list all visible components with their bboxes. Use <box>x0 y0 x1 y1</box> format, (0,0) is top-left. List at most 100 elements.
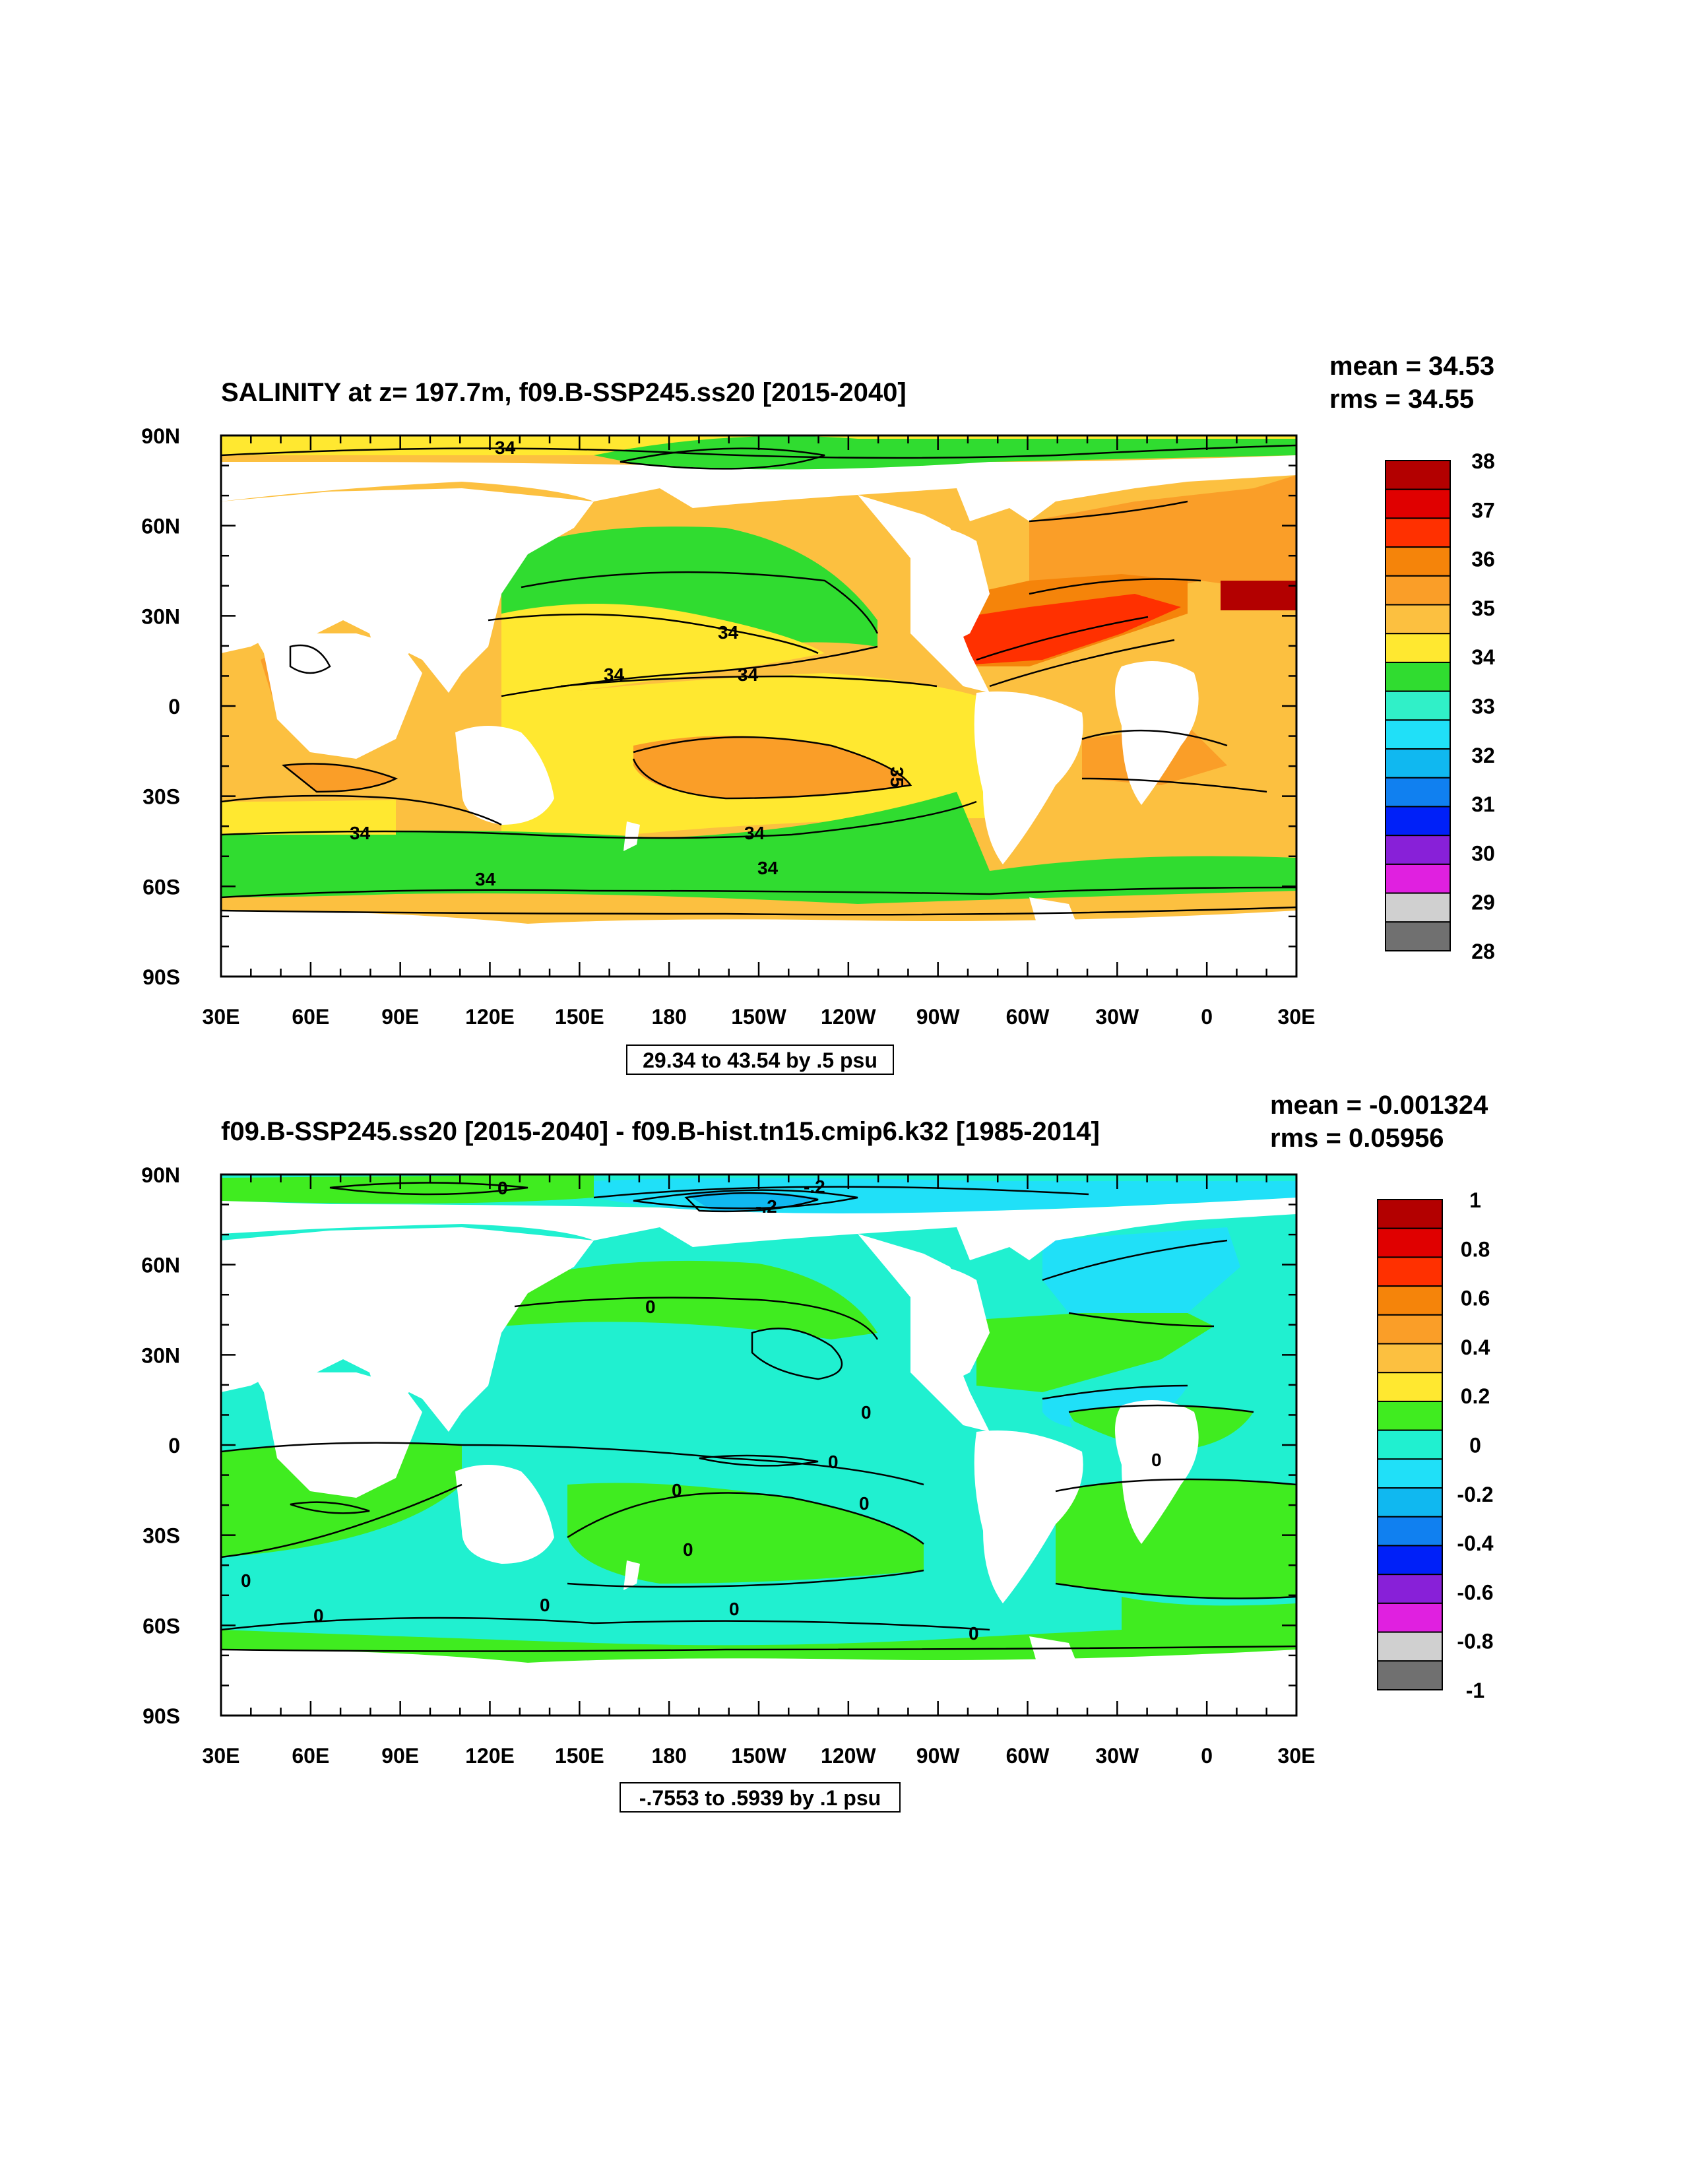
lat-label: 0 <box>168 1434 180 1458</box>
colorbar-box <box>1385 633 1451 663</box>
field-med-38 <box>1221 581 1296 610</box>
colorbar-label: 33 <box>1471 695 1495 719</box>
contour-label: 0 <box>540 1595 550 1615</box>
colorbar-box <box>1377 1400 1443 1431</box>
lon-label: 180 <box>651 1744 686 1768</box>
stat-mean: mean = 34.53 <box>1329 352 1494 381</box>
contour-label: 34 <box>475 869 496 889</box>
lon-label: 150W <box>731 1005 786 1029</box>
colorbar-box <box>1377 1516 1443 1547</box>
land-new-zealand <box>623 1560 640 1590</box>
colorbar-box <box>1377 1458 1443 1489</box>
lat-label: 60N <box>141 515 180 538</box>
lat-label: 30S <box>143 1524 180 1548</box>
colorbar-box <box>1385 690 1451 721</box>
difference-contour-labels: 0 -.2 -.2 0 0 0 0 0 0 0 0 0 0 0 0 <box>241 1176 1162 1644</box>
colorbar-box <box>1377 1487 1443 1518</box>
lon-label: 90E <box>381 1744 419 1768</box>
land-antarctica <box>221 911 1296 977</box>
contour-label: 34 <box>744 823 765 843</box>
colorbar-box <box>1385 604 1451 635</box>
lat-labels: 90N 60N 30N 0 30S 60S 90S <box>141 424 180 989</box>
contour-label: 0 <box>497 1178 508 1198</box>
difference-map-field: 0 -.2 -.2 0 0 0 0 0 0 0 0 0 0 0 0 <box>221 1174 1296 1716</box>
land-arctic-rim <box>221 1198 1296 1260</box>
contour-label: 0 <box>683 1539 693 1560</box>
colorbar-box <box>1377 1660 1443 1691</box>
colorbar-label: 31 <box>1471 792 1495 816</box>
land-na-interior <box>910 1265 990 1386</box>
lat-label: 90S <box>143 965 180 989</box>
lat-label: 30S <box>143 785 180 809</box>
lat-label: 60S <box>143 1614 180 1638</box>
lon-label: 30E <box>203 1744 240 1768</box>
colorbar-label: 29 <box>1471 891 1495 915</box>
field-satl-positive <box>1056 1479 1296 1599</box>
lon-label: 120E <box>465 1744 515 1768</box>
colorbar-label: 30 <box>1471 841 1495 865</box>
land-africa-asia <box>221 1320 422 1498</box>
colorbar-box <box>1377 1574 1443 1604</box>
contour-label: 34 <box>495 437 516 458</box>
colorbar-box <box>1385 921 1451 951</box>
field-io-positive <box>221 1442 462 1557</box>
colorbar-label: -0.4 <box>1457 1531 1493 1555</box>
colorbar-box <box>1385 719 1451 750</box>
lon-label: 90E <box>381 1005 419 1029</box>
lon-label: 60E <box>292 1744 329 1768</box>
lon-label: 180 <box>651 1005 686 1029</box>
colorbar-label: 1 <box>1469 1188 1481 1212</box>
lon-label: 120W <box>821 1744 876 1768</box>
contour-label: 0 <box>1151 1450 1162 1470</box>
lon-label: 30W <box>1095 1005 1139 1029</box>
lon-label: 150E <box>555 1005 604 1029</box>
field-natl-positive <box>976 1306 1214 1392</box>
lat-label: 60N <box>141 1254 180 1277</box>
panel-title: f09.B-SSP245.ss20 [2015-2040] - f09.B-hi… <box>221 1117 1100 1146</box>
field-natl-35 <box>1029 475 1296 607</box>
contour-label: 0 <box>313 1605 324 1626</box>
contour-label: 35 <box>887 767 907 787</box>
field-so-33 <box>221 792 1296 904</box>
field-labrador-negative <box>1042 1227 1240 1313</box>
lon-labels: 30E 60E 90E 120E 150E 180 150W 120W 90W 60W 30W 0 30… <box>203 1744 1316 1768</box>
lat-label: 90N <box>141 424 180 448</box>
lon-label: 150E <box>555 1744 604 1768</box>
land-eurasia <box>221 488 594 693</box>
colorbar-box <box>1377 1285 1443 1316</box>
colorbar-box <box>1385 460 1451 490</box>
contour-label: 0 <box>859 1493 870 1514</box>
lat-label: 30N <box>141 604 180 628</box>
colorbar-label: -0.8 <box>1457 1630 1493 1654</box>
lon-label: 60E <box>292 1005 329 1029</box>
contour-label: 0 <box>828 1452 839 1472</box>
contour-label: -.2 <box>804 1176 825 1197</box>
colorbar-box <box>1377 1227 1443 1258</box>
colorbar-label: 28 <box>1471 940 1495 963</box>
stat-rms: rms = 0.05956 <box>1270 1124 1444 1153</box>
lat-label: 30N <box>141 1343 180 1367</box>
panel-title: SALINITY at z= 197.7m, f09.B-SSP245.ss20… <box>221 378 907 407</box>
colorbar-label: 0.6 <box>1461 1287 1490 1310</box>
lon-label: 60W <box>1006 1005 1050 1029</box>
land-south-america <box>974 1430 1083 1603</box>
colorbar-box <box>1385 546 1451 577</box>
lon-label: 120E <box>465 1005 515 1029</box>
land-new-zealand <box>623 821 640 851</box>
colorbar-box <box>1385 863 1451 894</box>
lon-label: 0 <box>1201 1005 1213 1029</box>
contour-info-box <box>626 1044 894 1075</box>
colorbar-box <box>1385 661 1451 692</box>
colorbar-box <box>1385 806 1451 837</box>
contour-label: 0 <box>241 1570 251 1591</box>
colorbar-box <box>1377 1199 1443 1229</box>
land-antarctica <box>221 1650 1296 1716</box>
field-natl-37 <box>943 594 1181 666</box>
difference-contours <box>221 1182 1296 1652</box>
colorbar-label: 0.8 <box>1461 1237 1490 1261</box>
axis-ticks <box>220 1173 1298 1717</box>
salinity-contour-labels: 34 34 34 34 35 34 34 34 34 <box>350 437 907 889</box>
lat-label: 90S <box>143 1704 180 1728</box>
land-africa <box>1115 1400 1199 1544</box>
